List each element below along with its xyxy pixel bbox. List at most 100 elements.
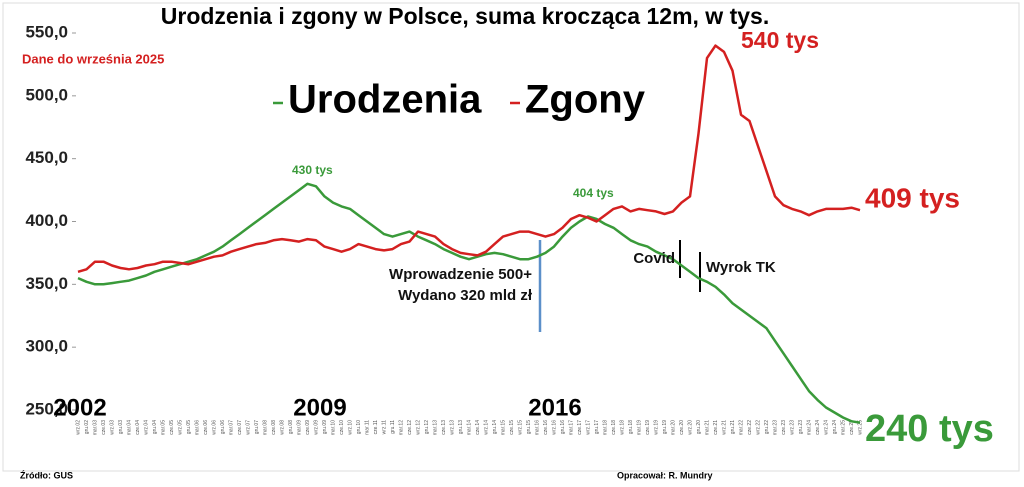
subtitle: Dane do września 2025	[22, 51, 164, 66]
x-tick-label: cze.25	[849, 420, 855, 435]
year-label: 2002	[53, 394, 106, 421]
x-tick-label: gru.12	[424, 420, 430, 434]
x-tick-label: wrz.25	[857, 420, 863, 435]
x-tick-label: gru.16	[560, 420, 566, 434]
y-tick-label: 250,0	[25, 399, 68, 418]
x-tick-label: cze.04	[135, 420, 141, 435]
x-tick-label: cze.22	[747, 420, 753, 435]
x-tick-label: gru.17	[594, 420, 600, 434]
x-tick-label: cze.11	[373, 420, 379, 435]
x-tick-label: gru.24	[832, 420, 838, 434]
x-tick-label: wrz.21	[721, 420, 727, 435]
x-tick-label: gru.09	[322, 420, 328, 434]
x-tick-label: wrz.03	[109, 420, 115, 435]
x-tick-label: mar.12	[398, 420, 404, 436]
annotation: 540 tys	[741, 27, 819, 53]
x-tick-label: wrz.18	[619, 420, 625, 435]
legend-label: Urodzenia	[288, 78, 482, 122]
x-tick-label: cze.09	[305, 420, 311, 435]
x-tick-label: mar.13	[432, 420, 438, 436]
year-label: 2009	[293, 394, 346, 421]
y-tick-label: 350,0	[25, 274, 68, 293]
x-tick-label: cze.23	[781, 420, 787, 435]
x-tick-label: mar.14	[466, 420, 472, 436]
x-tick-label: cze.10	[339, 420, 345, 435]
annotation: Wprowadzenie 500+	[389, 266, 532, 283]
annotation: 404 tys	[573, 186, 614, 200]
year-label: 2016	[528, 394, 581, 421]
x-tick-label: cze.13	[441, 420, 447, 435]
x-tick-label: cze.15	[509, 420, 515, 435]
x-tick-label: mar.04	[126, 420, 132, 436]
x-tick-label: mar.23	[772, 420, 778, 436]
x-tick-label: wrz.24	[823, 420, 829, 435]
x-tick-label: cze.07	[237, 420, 243, 435]
x-tick-label: mar.09	[296, 420, 302, 436]
x-tick-label: wrz.15	[517, 420, 523, 435]
x-tick-label: gru.05	[186, 420, 192, 434]
x-tick-label: mar.21	[704, 420, 710, 436]
annotation: 430 tys	[292, 163, 333, 177]
x-tick-label: cze.12	[407, 420, 413, 435]
x-tick-label: cze.06	[203, 420, 209, 435]
x-tick-label: mar.06	[194, 420, 200, 436]
x-tick-label: gru.21	[730, 420, 736, 434]
x-tick-label: wrz.05	[177, 420, 183, 435]
x-tick-label: cze.16	[543, 420, 549, 435]
annotation: Wydano 320 mld zł	[398, 287, 533, 304]
x-tick-label: gru.03	[118, 420, 124, 434]
x-tick-label: gru.13	[458, 420, 464, 434]
x-tick-label: mar.16	[534, 420, 540, 436]
x-tick-label: mar.19	[636, 420, 642, 436]
x-tick-label: mar.22	[738, 420, 744, 436]
annotation: Wyrok TK	[706, 259, 776, 276]
source: Źródło: GUS	[20, 470, 73, 480]
x-tick-label: wrz.11	[381, 420, 387, 435]
x-tick-label: mar.03	[92, 420, 98, 436]
x-tick-label: gru.15	[526, 420, 532, 434]
x-tick-label: mar.07	[228, 420, 234, 436]
x-tick-label: mar.08	[262, 420, 268, 436]
x-tick-label: mar.24	[806, 420, 812, 436]
x-tick-label: wrz.23	[789, 420, 795, 435]
x-tick-label: mar.20	[670, 420, 676, 436]
x-tick-label: cze.21	[713, 420, 719, 435]
series-line	[77, 182, 861, 424]
x-tick-label: cze.03	[101, 420, 107, 435]
x-tick-label: wrz.22	[755, 420, 761, 435]
x-tick-label: wrz.07	[245, 420, 251, 435]
x-tick-label: mar.18	[602, 420, 608, 436]
x-tick-label: cze.08	[271, 420, 277, 435]
x-tick-label: gru.20	[696, 420, 702, 434]
x-tick-label: gru.18	[628, 420, 634, 434]
x-tick-label: gru.10	[356, 420, 362, 434]
x-tick-label: gru.08	[288, 420, 294, 434]
x-tick-label: wrz.08	[279, 420, 285, 435]
x-tick-label: mar.11	[364, 420, 370, 435]
x-tick-label: gru.11	[390, 420, 396, 434]
x-tick-label: mar.15	[500, 420, 506, 436]
y-tick-label: 300,0	[25, 337, 68, 356]
x-tick-label: wrz.19	[653, 420, 659, 435]
y-tick-label: 450,0	[25, 148, 68, 167]
x-tick-label: mar.25	[840, 420, 846, 436]
x-tick-label: mar.05	[160, 420, 166, 436]
x-tick-label: wrz.14	[483, 420, 489, 435]
legend-label: Zgony	[525, 78, 646, 122]
x-tick-label: gru.19	[662, 420, 668, 434]
x-tick-label: gru.07	[254, 420, 260, 434]
x-tick-label: gru.22	[764, 420, 770, 434]
x-tick-label: cze.24	[815, 420, 821, 435]
x-tick-label: cze.14	[475, 420, 481, 435]
y-tick-label: 500,0	[25, 85, 68, 104]
x-tick-label: gru.02	[84, 420, 90, 434]
x-tick-label: wrz.06	[211, 420, 217, 435]
annotation: 409 tys	[865, 182, 960, 213]
x-tick-label: cze.19	[645, 420, 651, 435]
x-tick-label: wrz.12	[415, 420, 421, 435]
frame	[2, 2, 1020, 472]
series-line	[77, 44, 861, 273]
x-tick-label: wrz.13	[449, 420, 455, 435]
y-tick-label: 550,0	[25, 22, 68, 41]
